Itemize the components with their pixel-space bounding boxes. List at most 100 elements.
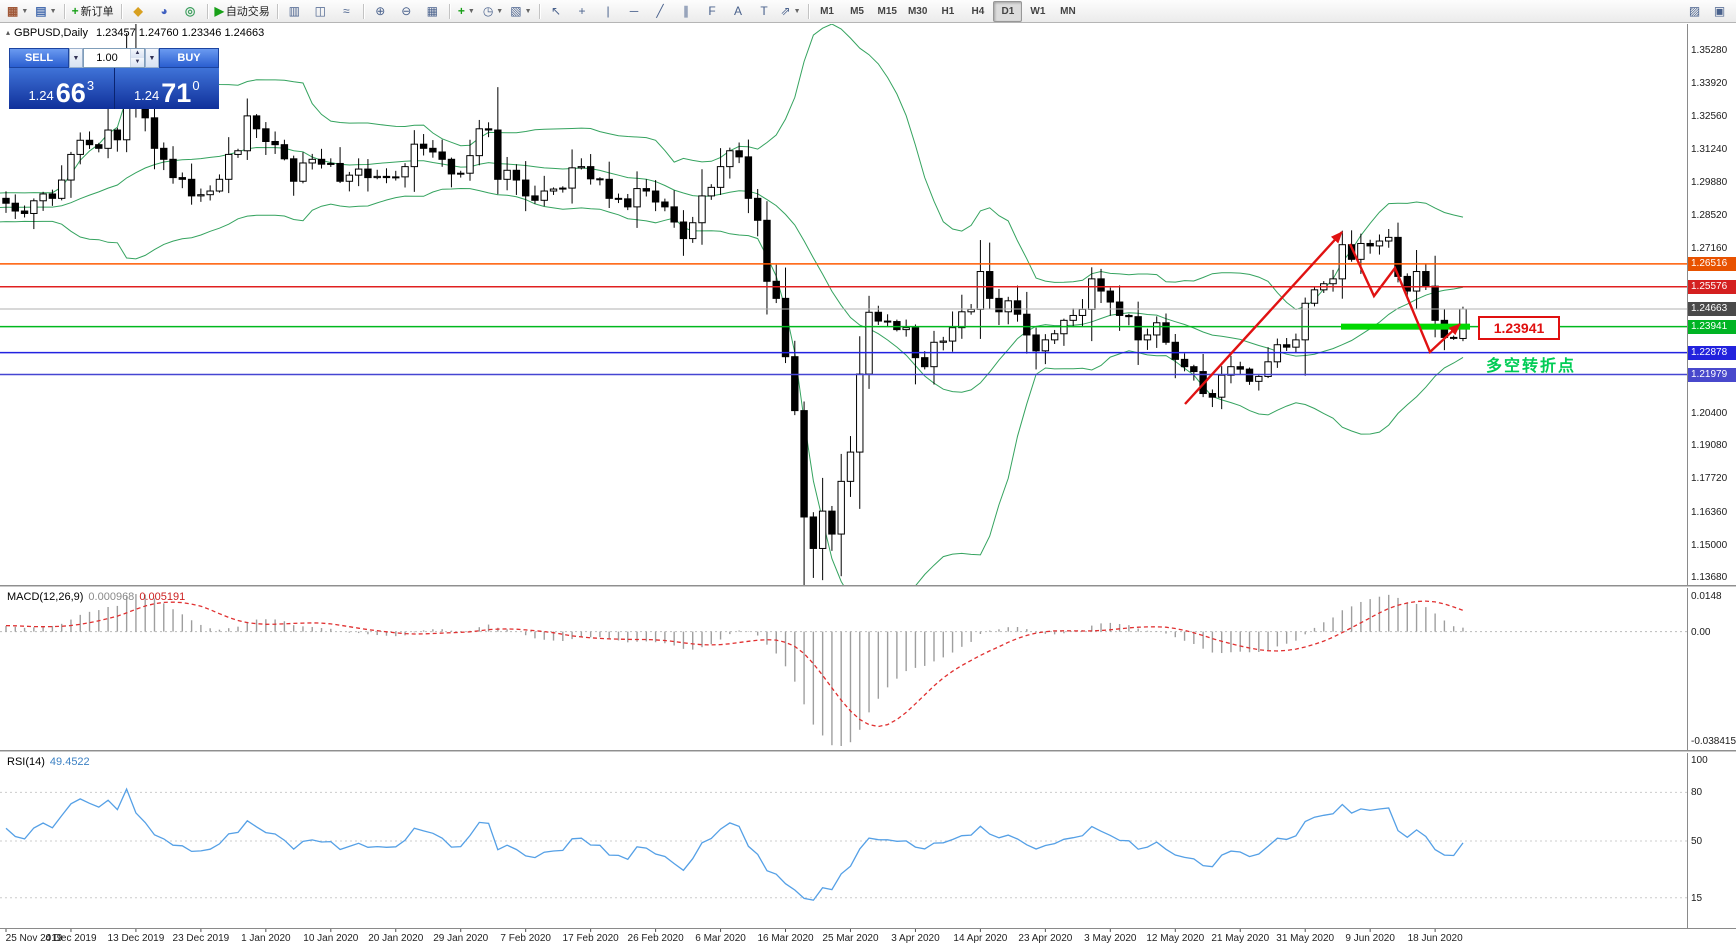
fibonacci-tool-button[interactable]: F <box>700 1 725 22</box>
toolbar-separator <box>362 3 364 19</box>
metaeditor-button[interactable]: ◆ <box>126 1 151 22</box>
buy-options-dropdown[interactable]: ▼ <box>145 48 159 68</box>
indicators-icon: + <box>457 4 465 18</box>
buy-price-display[interactable]: 1.24 71 0 <box>115 68 220 109</box>
chart-symbol: GBPUSD,Daily <box>14 27 88 39</box>
line-chart-icon: ≈ <box>343 4 350 18</box>
one-click-trading-panel: SELL ▼ ▲ ▼ ▼ BUY 1.24 66 3 1.24 71 0 <box>9 48 219 109</box>
label-tool-button[interactable]: T <box>752 1 777 22</box>
volume-input[interactable] <box>84 49 130 67</box>
macd-axis-label: 0.0148 <box>1691 591 1722 602</box>
sell-price-display[interactable]: 1.24 66 3 <box>9 68 115 109</box>
sell-price-point: 3 <box>86 78 95 93</box>
line-chart-button[interactable]: ≈ <box>334 1 359 22</box>
timeframe-m15-button[interactable]: M15 <box>877 5 897 17</box>
dropdown-arrow-icon: ▼ <box>793 7 801 15</box>
text-tool-button[interactable]: A <box>726 1 751 22</box>
timeframe-m5-button[interactable]: M5 <box>850 5 864 17</box>
periods-button[interactable]: ◷ ▼ <box>480 1 506 22</box>
candlestick-chart-icon: ◫ <box>314 4 326 18</box>
trendline-tool-button[interactable]: ╱ <box>648 1 673 22</box>
edit-button[interactable]: ▨ <box>1682 1 1707 22</box>
timeframe-m30-button[interactable]: M30 <box>907 5 928 17</box>
price-level-badge: 1.21979 <box>1688 367 1736 382</box>
vertical-line-tool-button[interactable]: | <box>596 1 621 22</box>
date-axis-label: 25 Nov 2019 <box>5 933 63 944</box>
indicators-button[interactable]: + ▼ <box>454 1 479 22</box>
volume-stepper[interactable]: ▲ ▼ <box>130 49 144 67</box>
price-annotation-label[interactable]: 1.23941 <box>1478 316 1560 340</box>
profiles-button[interactable]: ▤ ▼ <box>32 1 59 22</box>
buy-button[interactable]: BUY <box>159 48 219 68</box>
panel-splitter[interactable] <box>0 750 1736 753</box>
buy-price-point: 0 <box>192 78 200 93</box>
windows-button[interactable]: ▣ <box>1707 1 1732 22</box>
bar-chart-button[interactable]: ▥ <box>282 1 307 22</box>
time-axis-border <box>0 928 1736 929</box>
date-axis-label: 17 Feb 2020 <box>562 933 619 944</box>
timeframe-h4-button[interactable]: H4 <box>971 5 985 17</box>
rsi-axis-label: 15 <box>1691 892 1703 904</box>
date-axis-label: 9 Jun 2020 <box>1345 933 1395 944</box>
date-axis-label: 31 May 2020 <box>1276 933 1335 944</box>
shapes-icon: ⇗ <box>780 4 791 18</box>
date-axis-label: 18 Jun 2020 <box>1407 933 1463 944</box>
zoom-in-button[interactable]: ⊕ <box>368 1 393 22</box>
candlestick-chart-button[interactable]: ◫ <box>308 1 333 22</box>
zoom-out-button[interactable]: ⊖ <box>394 1 419 22</box>
timeframe-d1-button[interactable]: D1 <box>993 0 1023 22</box>
tile-windows-button[interactable]: ▦ <box>420 1 445 22</box>
toolbar-separator <box>448 3 450 19</box>
channel-tool-button[interactable]: ∥ <box>674 1 699 22</box>
market-watch-icon: ◕ <box>160 4 168 18</box>
shapes-button[interactable]: ⇗ ▼ <box>778 1 804 22</box>
macd-header: MACD(12,26,9) 0.000968 0.005191 <box>7 591 185 603</box>
horizontal-line-tool-icon: ─ <box>629 4 639 18</box>
windows-icon: ▣ <box>1713 4 1726 18</box>
rsi-line <box>5 787 1464 901</box>
panel-splitter[interactable] <box>0 585 1736 588</box>
timeframe-h1-button[interactable]: H1 <box>941 5 955 17</box>
horizontal-line-tool-button[interactable]: ─ <box>622 1 647 22</box>
new-chart-icon: ▦ <box>7 4 19 18</box>
chart-title: ▴ GBPUSD,Daily 1.23457 1.24760 1.23346 1.2… <box>6 27 264 39</box>
templates-button[interactable]: ▧ ▼ <box>507 1 534 22</box>
timeframe-mn-button[interactable]: MN <box>1060 5 1076 17</box>
price-axis-label: 1.15000 <box>1691 539 1728 551</box>
sell-button[interactable]: SELL <box>9 48 69 68</box>
trade-panel-toggle-icon[interactable]: ▴ <box>6 28 11 37</box>
vertical-line-tool-icon: | <box>606 4 610 18</box>
timeframe-m1-button[interactable]: M1 <box>820 5 834 17</box>
trend-arrow <box>1184 231 1343 405</box>
volume-up-icon[interactable]: ▲ <box>131 49 144 58</box>
price-axis-label: 1.16360 <box>1691 506 1728 518</box>
autotrading-button[interactable]: ▶ 自动交易 <box>212 1 273 22</box>
date-axis-label: 14 Apr 2020 <box>953 933 1008 944</box>
date-axis-label: 7 Feb 2020 <box>500 933 551 944</box>
market-watch-button[interactable]: ◕ <box>152 1 177 22</box>
chart-ohlc-values: 1.23457 1.24760 1.23346 1.24663 <box>95 27 265 39</box>
date-axis-label: 13 Dec 2019 <box>107 933 165 944</box>
navigator-button[interactable]: ◎ <box>178 1 203 22</box>
new-chart-button[interactable]: ▦ ▼ <box>4 1 31 22</box>
macd-histogram <box>5 594 1464 746</box>
crosshair-tool-icon: + <box>578 4 586 18</box>
date-axis-label: 1 Jan 2020 <box>241 933 291 944</box>
rsi-panel <box>0 787 1687 901</box>
price-axis-label: 1.31240 <box>1691 143 1728 155</box>
buy-price-base: 1.24 <box>133 88 160 103</box>
macd-title: MACD(12,26,9) <box>7 591 84 603</box>
new-order-icon: + <box>71 4 79 18</box>
current-price-badge: 1.24663 <box>1688 302 1736 317</box>
crosshair-tool-button[interactable]: + <box>570 1 595 22</box>
cursor-tool-button[interactable]: ↖ <box>544 1 569 22</box>
sell-options-dropdown[interactable]: ▼ <box>69 48 83 68</box>
text-tool-icon: A <box>734 4 743 18</box>
new-order-button[interactable]: + 新订单 <box>69 1 117 22</box>
price-axis-label: 1.13680 <box>1691 572 1728 583</box>
volume-down-icon[interactable]: ▼ <box>131 58 144 67</box>
timeframe-w1-button[interactable]: W1 <box>1030 5 1046 17</box>
macd-axis-label: -0.038415 <box>1691 736 1736 747</box>
date-axis-label: 16 Mar 2020 <box>757 933 814 944</box>
